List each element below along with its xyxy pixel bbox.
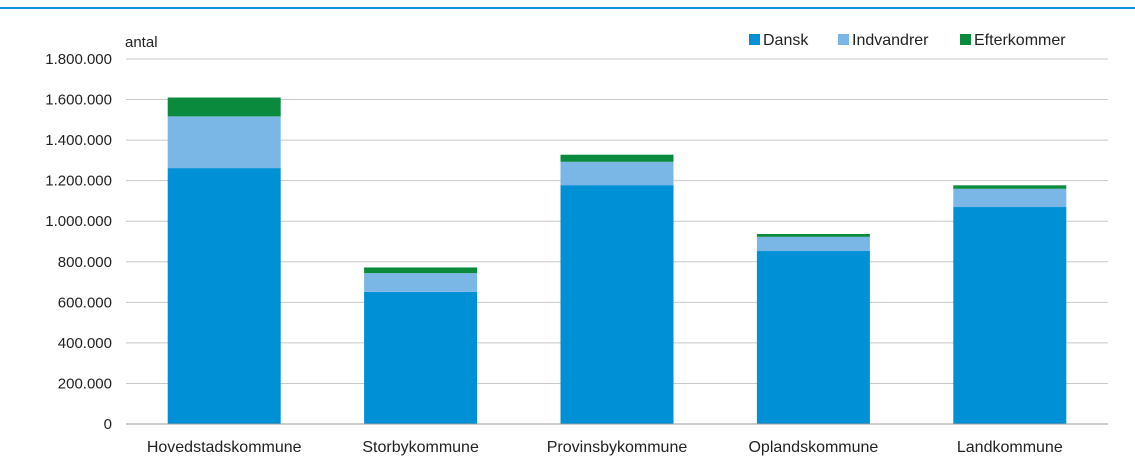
legend: Dansk Indvandrer Efterkommer: [749, 32, 1066, 49]
bar-segment-efterkommer: [167, 97, 281, 117]
bar-segment-indvandrer: [364, 273, 478, 292]
legend-swatch: [960, 34, 971, 45]
bar-segment-dansk: [560, 185, 674, 424]
x-category-label: Landkommune: [957, 439, 1063, 456]
y-tick-label: 200.000: [58, 375, 112, 392]
bar-segment-indvandrer: [167, 116, 281, 169]
y-tick-label: 400.000: [58, 335, 112, 352]
x-category-label: Hovedstadskommune: [147, 439, 302, 456]
x-category-label: Oplandskommune: [748, 439, 878, 456]
bar-segment-indvandrer: [953, 188, 1067, 208]
y-tick-label: 800.000: [58, 254, 112, 271]
legend-label: Indvandrer: [852, 32, 929, 49]
x-axis-categories: Hovedstadskommune Storbykommune Provinsbyk…: [147, 439, 1063, 456]
bar-segment-efterkommer: [364, 267, 478, 274]
legend-swatch: [838, 34, 849, 45]
y-tick-label: 1.200.000: [45, 173, 112, 190]
y-tick-label: 1.400.000: [45, 132, 112, 149]
y-axis-ticks: 0 200.000 400.000 600.000 800.000 1.000.000 1.…: [45, 51, 112, 433]
x-category-label: Storbykommune: [362, 439, 479, 456]
x-category-label: Provinsbykommune: [547, 439, 688, 456]
legend-label: Efterkommer: [974, 32, 1066, 49]
bar-segment-efterkommer: [560, 154, 674, 162]
bar-segment-dansk: [756, 251, 870, 424]
legend-swatch: [749, 34, 760, 45]
bar-segment-indvandrer: [560, 161, 674, 186]
legend-label: Dansk: [763, 32, 809, 49]
bar-segment-efterkommer: [756, 233, 870, 237]
bar-segment-indvandrer: [756, 236, 870, 252]
bar-segment-dansk: [953, 207, 1067, 424]
bar-segment-dansk: [167, 168, 281, 424]
bar-segment-efterkommer: [953, 185, 1067, 189]
y-tick-label: 0: [104, 416, 112, 433]
gridlines: [126, 58, 1108, 384]
y-tick-label: 600.000: [58, 294, 112, 311]
bar-segment-dansk: [364, 291, 478, 424]
y-tick-label: 1.000.000: [45, 213, 112, 230]
y-tick-label: 1.600.000: [45, 92, 112, 109]
y-tick-label: 1.800.000: [45, 51, 112, 68]
bars: [167, 97, 1067, 424]
top-rule: [0, 7, 1135, 9]
y-unit-label: antal: [125, 34, 158, 51]
